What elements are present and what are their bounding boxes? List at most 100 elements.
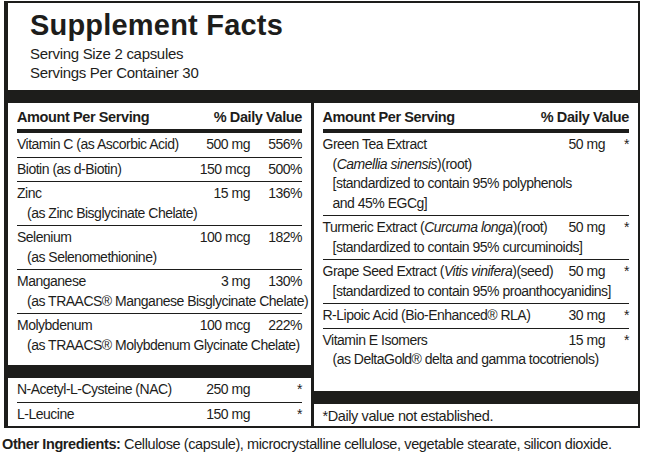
- nutrient-amount: 250 mg: [192, 380, 250, 400]
- nutrient-name: Zinc: [17, 184, 192, 204]
- nutrient-daily-value: *: [605, 262, 629, 282]
- nutrient-daily-value: 222%: [250, 316, 302, 336]
- nutrient-amount: 15 mg: [192, 184, 250, 204]
- nutrient-subtext: and 45% EGCg]: [323, 194, 630, 214]
- nutrient-item: L-Leucine150 mg*: [17, 402, 302, 427]
- nutrient-daily-value: *: [605, 135, 629, 155]
- nutrient-name: Molybdenum: [17, 316, 192, 336]
- nutrient-name: Grape Seed Extract (Vitis vinifera)(seed…: [323, 262, 550, 282]
- nutrient-subtext: (as Zinc Bisglycinate Chelate): [17, 204, 302, 224]
- nutrient-item: Green Tea Extract50 mg*(Camellia sinensi…: [323, 133, 630, 215]
- nutrient-item: Selenium100 mcg182%(as Selenomethionine): [17, 225, 302, 269]
- nutrient-section: Vitamin C (as Ascorbic Acid)500 mg556% Bi…: [17, 133, 302, 357]
- header-daily-value: % Daily Value: [541, 108, 629, 126]
- nutrient-item: Manganese3 mg130%(as TRAACS® Manganese B…: [17, 269, 302, 313]
- header-daily-value: % Daily Value: [214, 108, 302, 126]
- nutrient-daily-value: 500%: [250, 160, 302, 180]
- nutrient-subtext: (Camellia sinensis)(root): [323, 155, 630, 175]
- nutrient-name: Vitamin C (as Ascorbic Acid): [17, 135, 192, 155]
- nutrient-name: N-Acetyl-L-Cysteine (NAC): [17, 380, 192, 400]
- nutrient-subtext: [standardized to contain 95% proanthocya…: [323, 282, 630, 302]
- nutrient-amount: 3 mg: [192, 272, 250, 292]
- nutrient-daily-value: 182%: [250, 228, 302, 248]
- nutrient-row: Turmeric Extract (Curcuma longa)(root)50…: [323, 218, 630, 238]
- nutrient-item: Biotin (as d-Biotin)150 mcg500%: [17, 157, 302, 182]
- nutrient-item: R-Lipoic Acid (Bio-Enhanced® RLA)30 mg*: [323, 303, 630, 328]
- other-ingredients-label: Other Ingredients:: [2, 436, 120, 452]
- header-amount-per-serving: Amount Per Serving: [17, 108, 149, 126]
- nutrient-daily-value: 130%: [250, 272, 302, 292]
- panel-title: Supplement Facts: [30, 9, 638, 42]
- nutrient-section: N-Acetyl-L-Cysteine (NAC)250 mg*L-Leucin…: [17, 378, 302, 426]
- other-ingredients: Other Ingredients: Cellulose (capsule), …: [2, 435, 647, 454]
- nutrient-item: Grape Seed Extract (Vitis vinifera)(seed…: [323, 259, 630, 303]
- nutrient-item: Vitamin E Isomers15 mg*(as DeltaGold® de…: [323, 328, 630, 372]
- column-header: Amount Per Serving % Daily Value: [17, 103, 302, 133]
- nutrient-name: Vitamin E Isomers: [323, 331, 550, 351]
- nutrient-row: R-Lipoic Acid (Bio-Enhanced® RLA)30 mg*: [323, 306, 630, 326]
- supplement-facts-panel: Supplement Facts Serving Size 2 capsules…: [4, 1, 640, 428]
- nutrient-name: Manganese: [17, 272, 192, 292]
- nutrient-amount: 150 mcg: [192, 160, 250, 180]
- nutrient-subtext: (as Selenomethionine): [17, 248, 302, 268]
- nutrient-item: Zinc15 mg136%(as Zinc Bisglycinate Chela…: [17, 181, 302, 225]
- nutrient-amount: 500 mg: [192, 135, 250, 155]
- nutrient-name: Selenium: [17, 228, 192, 248]
- nutrient-row: Biotin (as d-Biotin)150 mcg500%: [17, 160, 302, 180]
- spacer: [17, 357, 302, 365]
- nutrient-section: Green Tea Extract50 mg*(Camellia sinensi…: [323, 133, 630, 372]
- nutrient-amount: 50 mg: [549, 135, 605, 155]
- nutrient-row: Selenium100 mcg182%: [17, 228, 302, 248]
- nutrient-daily-value: 556%: [250, 135, 302, 155]
- column-left: Amount Per Serving % Daily Value Vitamin C…: [8, 103, 311, 426]
- nutrient-amount: 30 mg: [549, 306, 605, 326]
- nutrient-name: L-Leucine: [17, 405, 192, 425]
- nutrient-amount: 150 mg: [192, 405, 250, 425]
- other-ingredients-text: Cellulose (capsule), microcrystalline ce…: [120, 436, 611, 452]
- nutrient-daily-value: *: [605, 306, 629, 326]
- nutrient-row: Grape Seed Extract (Vitis vinifera)(seed…: [323, 262, 630, 282]
- footnote-separator-bar: [314, 391, 639, 404]
- nutrient-row: Green Tea Extract50 mg*: [323, 135, 630, 155]
- nutrient-daily-value: *: [605, 331, 629, 351]
- nutrient-item: Molybdenum100 mcg222%(as TRAACS® Molybde…: [17, 313, 302, 357]
- nutrient-amount: 100 mcg: [192, 228, 250, 248]
- nutrient-row: Vitamin E Isomers15 mg*: [323, 331, 630, 351]
- nutrient-name: Turmeric Extract (Curcuma longa)(root): [323, 218, 550, 238]
- nutrient-daily-value: 136%: [250, 184, 302, 204]
- nutrient-item: Vitamin C (as Ascorbic Acid)500 mg556%: [17, 133, 302, 157]
- nutrient-row: Zinc15 mg136%: [17, 184, 302, 204]
- daily-value-footnote: *Daily value not established.: [323, 404, 630, 426]
- nutrient-name: Green Tea Extract: [323, 135, 550, 155]
- nutrient-subtext: (as DeltaGold® delta and gamma tocotrien…: [323, 350, 630, 370]
- servings-per-container: Servings Per Container 30: [30, 63, 638, 82]
- column-header: Amount Per Serving % Daily Value: [323, 103, 630, 133]
- column-right: Amount Per Serving % Daily Value Green Tea…: [314, 103, 639, 426]
- nutrient-amount: 100 mcg: [192, 316, 250, 336]
- spacer: [323, 372, 630, 392]
- nutrient-subtext: (as TRAACS® Manganese Bisglycinate Chela…: [17, 292, 302, 312]
- nutrient-item: N-Acetyl-L-Cysteine (NAC)250 mg*: [17, 378, 302, 402]
- nutrient-amount: 15 mg: [549, 331, 605, 351]
- header-separator-bar: [8, 90, 638, 103]
- nutrient-name: R-Lipoic Acid (Bio-Enhanced® RLA): [323, 306, 550, 326]
- nutrient-row: Manganese3 mg130%: [17, 272, 302, 292]
- nutrient-daily-value: *: [605, 218, 629, 238]
- nutrient-subtext: [standardized to contain 95% polyphenols: [323, 174, 630, 194]
- nutrient-row: Vitamin C (as Ascorbic Acid)500 mg556%: [17, 135, 302, 155]
- section-separator-bar: [8, 365, 311, 378]
- nutrient-item: Turmeric Extract (Curcuma longa)(root)50…: [323, 215, 630, 259]
- nutrient-subtext: [standardized to contain 95% curcuminoid…: [323, 238, 630, 258]
- nutrient-row: L-Leucine150 mg*: [17, 405, 302, 425]
- nutrient-row: Molybdenum100 mcg222%: [17, 316, 302, 336]
- nutrient-subtext: (as TRAACS® Molybdenum Glycinate Chelate…: [17, 336, 302, 356]
- nutrient-daily-value: *: [250, 380, 302, 400]
- serving-size: Serving Size 2 capsules: [30, 44, 638, 63]
- nutrient-columns: Amount Per Serving % Daily Value Vitamin C…: [8, 103, 638, 426]
- nutrient-row: N-Acetyl-L-Cysteine (NAC)250 mg*: [17, 380, 302, 400]
- nutrient-amount: 50 mg: [549, 262, 605, 282]
- nutrient-daily-value: *: [250, 405, 302, 425]
- nutrient-name: Biotin (as d-Biotin): [17, 160, 192, 180]
- header-amount-per-serving: Amount Per Serving: [323, 108, 455, 126]
- nutrient-amount: 50 mg: [549, 218, 605, 238]
